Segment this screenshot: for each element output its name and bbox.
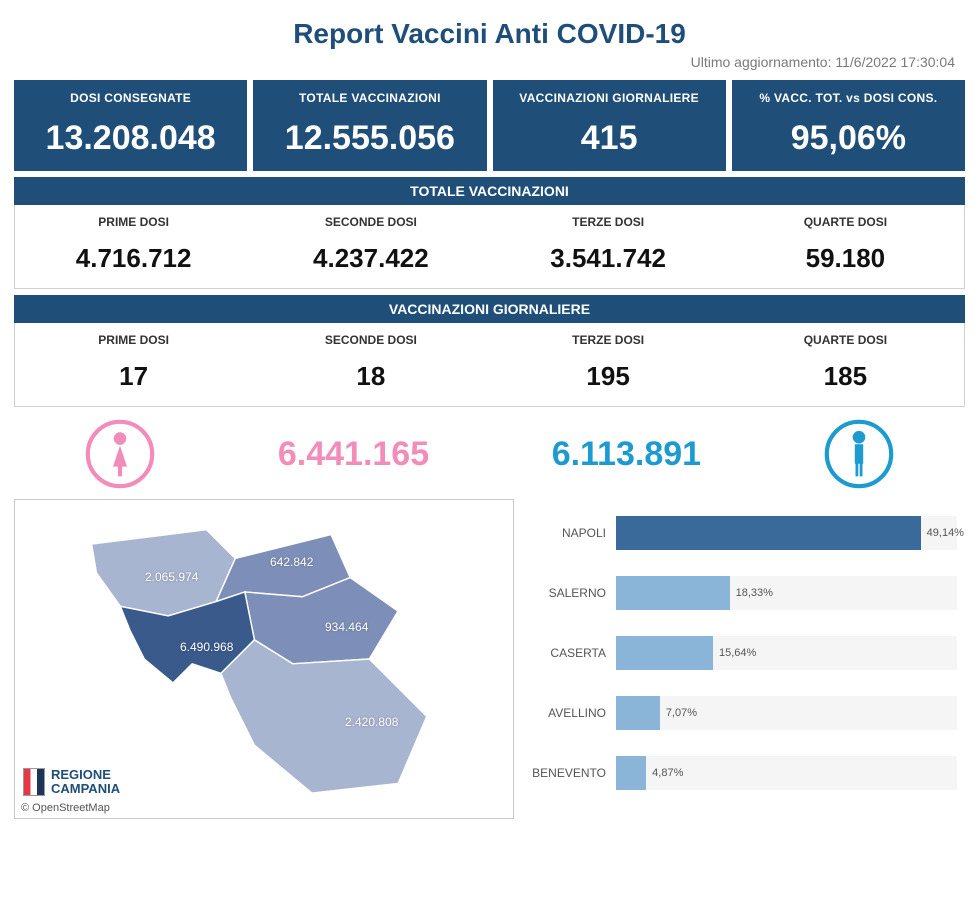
bar-fill [616, 636, 713, 670]
logo-flag-icon [23, 768, 45, 796]
cell-value: 3.541.742 [490, 243, 727, 274]
daily-row: PRIME DOSI 17 SECONDE DOSI 18 TERZE DOSI… [14, 323, 965, 407]
male-icon [824, 419, 894, 489]
bar-pct: 18,33% [736, 587, 773, 599]
cell-value: 195 [490, 361, 727, 392]
totals-cell-1: SECONDE DOSI 4.237.422 [252, 205, 489, 288]
bar-pct: 4,87% [652, 767, 683, 779]
top-card-0: DOSI CONSEGNATE 13.208.048 [14, 80, 247, 171]
bar-track: 7,07% [616, 696, 957, 730]
card-label: TOTALE VACCINAZIONI [254, 85, 485, 119]
bar-track: 15,64% [616, 636, 957, 670]
bar-fill [616, 576, 730, 610]
cell-value: 185 [727, 361, 964, 392]
totals-cell-0: PRIME DOSI 4.716.712 [15, 205, 252, 288]
regione-logo: REGIONE CAMPANIA [23, 768, 120, 796]
cell-value: 18 [252, 361, 489, 392]
daily-cell-1: SECONDE DOSI 18 [252, 323, 489, 406]
card-value: 415 [494, 119, 725, 158]
bar-track: 49,14% [616, 516, 957, 550]
cell-value: 59.180 [727, 243, 964, 274]
cell-label: TERZE DOSI [490, 333, 727, 361]
top-card-3: % VACC. TOT. vs DOSI CONS. 95,06% [732, 80, 965, 171]
bottom-row: 2.065.974 642.842 934.464 6.490.968 2.420.80… [14, 499, 965, 819]
gender-row: 6.441.165 6.113.891 [14, 413, 965, 499]
card-label: VACCINAZIONI GIORNALIERE [494, 85, 725, 119]
cell-label: TERZE DOSI [490, 215, 727, 243]
bar-row-caserta: CASERTA 15,64% [524, 623, 957, 683]
bar-fill [616, 756, 646, 790]
map-label-napoli: 6.490.968 [180, 640, 233, 654]
top-card-2: VACCINAZIONI GIORNALIERE 415 [493, 80, 726, 171]
bar-label: BENEVENTO [524, 766, 616, 780]
male-value: 6.113.891 [552, 435, 701, 474]
map-panel: 2.065.974 642.842 934.464 6.490.968 2.420.80… [14, 499, 514, 819]
female-icon [85, 419, 155, 489]
map-attribution: © OpenStreetMap [21, 802, 110, 814]
card-label: % VACC. TOT. vs DOSI CONS. [733, 85, 964, 119]
last-update-value: 11/6/2022 17:30:04 [835, 54, 955, 70]
cell-label: SECONDE DOSI [252, 333, 489, 361]
map-label-caserta: 2.065.974 [145, 570, 198, 584]
bar-track: 4,87% [616, 756, 957, 790]
bar-label: AVELLINO [524, 706, 616, 720]
map-label-benevento: 642.842 [270, 555, 313, 569]
bar-row-avellino: AVELLINO 7,07% [524, 683, 957, 743]
totals-row: PRIME DOSI 4.716.712 SECONDE DOSI 4.237.… [14, 205, 965, 289]
bar-pct: 15,64% [719, 647, 756, 659]
card-value: 13.208.048 [15, 119, 246, 158]
totals-header: TOTALE VACCINAZIONI [14, 177, 965, 205]
female-value: 6.441.165 [278, 435, 429, 474]
cell-label: PRIME DOSI [15, 333, 252, 361]
bar-label: NAPOLI [524, 526, 616, 540]
card-value: 95,06% [733, 119, 964, 158]
cell-value: 4.237.422 [252, 243, 489, 274]
map-label-salerno: 2.420.808 [345, 715, 398, 729]
card-value: 12.555.056 [254, 119, 485, 158]
bar-row-salerno: SALERNO 18,33% [524, 563, 957, 623]
daily-cell-2: TERZE DOSI 195 [490, 323, 727, 406]
bar-row-benevento: BENEVENTO 4,87% [524, 743, 957, 803]
last-update: Ultimo aggiornamento: 11/6/2022 17:30:04 [14, 54, 955, 70]
bar-track: 18,33% [616, 576, 957, 610]
bar-label: SALERNO [524, 586, 616, 600]
cell-label: QUARTE DOSI [727, 215, 964, 243]
last-update-label: Ultimo aggiornamento: [691, 54, 832, 70]
bar-pct: 49,14% [927, 527, 964, 539]
page-title: Report Vaccini Anti COVID-19 [14, 18, 965, 50]
cell-value: 17 [15, 361, 252, 392]
totals-cell-2: TERZE DOSI 3.541.742 [490, 205, 727, 288]
bar-label: CASERTA [524, 646, 616, 660]
top-cards-row: DOSI CONSEGNATE 13.208.048 TOTALE VACCIN… [14, 80, 965, 171]
daily-cell-3: QUARTE DOSI 185 [727, 323, 964, 406]
bar-fill [616, 516, 921, 550]
totals-cell-3: QUARTE DOSI 59.180 [727, 205, 964, 288]
card-label: DOSI CONSEGNATE [15, 85, 246, 119]
top-card-1: TOTALE VACCINAZIONI 12.555.056 [253, 80, 486, 171]
cell-label: PRIME DOSI [15, 215, 252, 243]
cell-label: QUARTE DOSI [727, 333, 964, 361]
bar-row-napoli: NAPOLI 49,14% [524, 503, 957, 563]
bar-fill [616, 696, 660, 730]
bar-pct: 7,07% [666, 707, 697, 719]
daily-header: VACCINAZIONI GIORNALIERE [14, 295, 965, 323]
daily-cell-0: PRIME DOSI 17 [15, 323, 252, 406]
map-label-avellino: 934.464 [325, 620, 368, 634]
cell-label: SECONDE DOSI [252, 215, 489, 243]
province-bar-chart: NAPOLI 49,14% SALERNO 18,33% CASERTA 15,… [524, 499, 965, 819]
logo-text: REGIONE CAMPANIA [51, 768, 120, 795]
cell-value: 4.716.712 [15, 243, 252, 274]
